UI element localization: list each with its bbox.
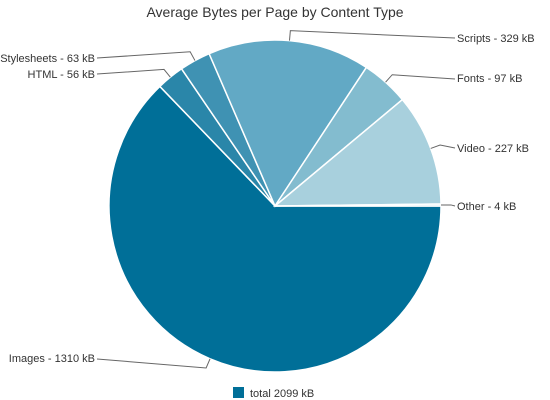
- chart-title: Average Bytes per Page by Content Type: [146, 4, 403, 20]
- slice-label-images: Images - 1310 kB: [9, 353, 95, 365]
- legend-label: total 2099 kB: [250, 388, 314, 400]
- leader-line-fonts: [385, 74, 456, 83]
- slice-label-html: HTML - 56 kB: [28, 69, 95, 81]
- leader-line-images: [96, 358, 211, 369]
- leader-line-scripts: [288, 30, 456, 41]
- legend[interactable]: total 2099 kB: [233, 387, 314, 400]
- slice-label-video: Video - 227 kB: [457, 143, 529, 155]
- slice-label-fonts: Fonts - 97 kB: [457, 73, 522, 85]
- leader-line-other: [440, 204, 456, 207]
- pie-slice-scripts[interactable]: [208, 39, 368, 208]
- legend-swatch: [233, 387, 244, 398]
- leader-line-video: [430, 144, 456, 149]
- slice-labels: Images - 1310 kB HTML - 56 kB Stylesheets …: [0, 30, 535, 369]
- leader-line-stylesheets: [96, 51, 196, 61]
- pie-slices: [108, 39, 442, 373]
- slice-label-stylesheets: Stylesheets - 63 kB: [0, 53, 95, 65]
- pie-slice-video[interactable]: [272, 98, 442, 207]
- slice-label-other: Other - 4 kB: [457, 201, 516, 213]
- slice-label-scripts: Scripts - 329 kB: [457, 33, 535, 45]
- leader-line-html: [96, 68, 171, 78]
